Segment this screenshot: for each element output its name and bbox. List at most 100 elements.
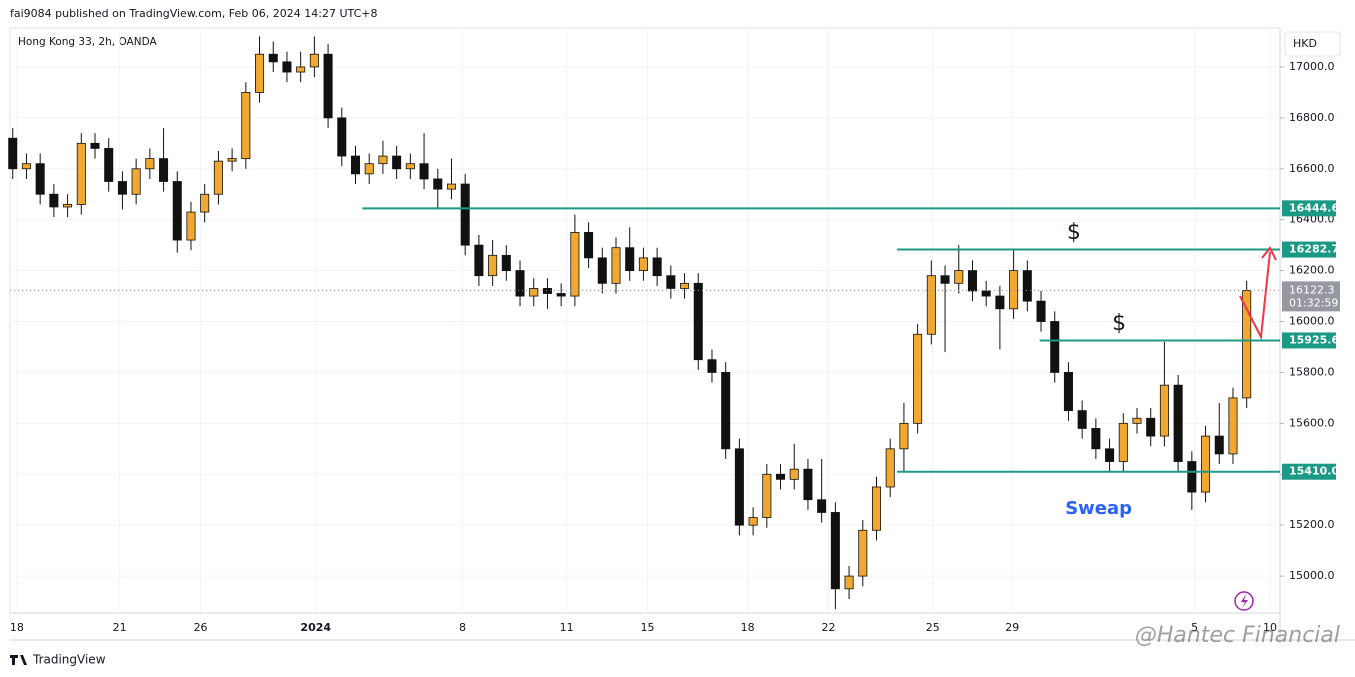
x-tick-label: 18 (741, 621, 755, 634)
candle-body (967, 270, 977, 292)
y-tick-label: 16000.0 (1289, 315, 1335, 328)
candle-body (913, 333, 923, 424)
candle-body (186, 211, 196, 241)
candle-body (721, 372, 731, 450)
watermark: @Hantec Financial (1135, 623, 1340, 648)
candle-body (871, 486, 882, 531)
countdown: 01:32:59 (1289, 296, 1338, 309)
candle-body (433, 178, 443, 190)
last-price-box (1282, 281, 1340, 312)
annotation: $ (1112, 311, 1126, 336)
candle-body (652, 257, 662, 277)
y-tick-label: 16600.0 (1289, 162, 1335, 175)
candle-body (1063, 372, 1073, 412)
x-tick-label: 26 (194, 621, 208, 634)
candle-body (282, 61, 292, 73)
candle-body (323, 53, 333, 119)
candle-body (693, 282, 703, 361)
candle-body (159, 158, 169, 182)
candle-body (803, 468, 813, 501)
candle-body (241, 92, 251, 159)
x-tick-label: 2024 (300, 621, 331, 634)
footer: TradingView (32, 653, 106, 667)
flash-glyph (1241, 594, 1248, 608)
x-tick-label: 29 (1005, 621, 1019, 634)
candle-body (21, 163, 31, 170)
candle-body (597, 257, 607, 284)
candle-body (213, 160, 223, 195)
candle-body (1009, 270, 1019, 310)
candle-body (1036, 300, 1046, 322)
candle-body (145, 158, 155, 170)
y-tick-label: 15200.0 (1289, 518, 1335, 531)
arrow-head (1261, 246, 1277, 261)
candle-body (1159, 384, 1169, 437)
y-tick-label: 16200.0 (1289, 264, 1335, 277)
candle-body (584, 232, 594, 259)
candle-body (570, 232, 580, 297)
flash-icon[interactable] (1234, 591, 1254, 611)
last-price-label: 16122.3 (1289, 283, 1335, 296)
candle-body (762, 473, 772, 518)
candle-body (1228, 397, 1238, 455)
level-label: 15925.6 (1289, 333, 1339, 346)
arrow-path (1239, 251, 1271, 341)
currency-box[interactable] (1284, 31, 1341, 57)
currency[interactable]: HKD (1293, 37, 1317, 50)
candle-body (830, 512, 840, 590)
candle-body (1050, 321, 1060, 373)
candle-body (926, 275, 936, 335)
candle-body (1105, 448, 1115, 462)
x-tick-label: 10 (1263, 621, 1277, 634)
x-tick-label: 15 (641, 621, 655, 634)
level-label-box (1282, 200, 1336, 217)
candle-body (76, 142, 86, 205)
candle-body (776, 473, 786, 480)
candle-body (789, 468, 799, 480)
candle-body (515, 270, 525, 297)
annotation: Sweap (1065, 498, 1132, 519)
candle-body (131, 168, 141, 195)
header: fai9084 published on TradingView.com, Fe… (10, 7, 377, 20)
candle-body (611, 247, 621, 284)
candle-body (268, 53, 278, 63)
candle-body (1022, 270, 1032, 302)
x-tick-label: 11 (560, 621, 574, 634)
candle-body (296, 66, 306, 73)
candle-body (885, 448, 895, 488)
candle-body (90, 142, 100, 149)
candle-body (625, 247, 635, 272)
candle-body (954, 270, 964, 284)
candle-body (734, 448, 744, 526)
candle-body (255, 53, 265, 93)
x-tick-label: 8 (459, 621, 466, 634)
level-label: 15410.0 (1289, 465, 1339, 478)
x-tick-label: 22 (822, 621, 836, 634)
candle-body (940, 275, 950, 284)
y-tick-label: 17000.0 (1289, 60, 1335, 73)
x-tick-label: 21 (113, 621, 127, 634)
candle-body (556, 293, 566, 297)
annotation: $ (1067, 220, 1081, 245)
candle-body (419, 163, 429, 180)
x-tick-label: 25 (926, 621, 940, 634)
candle-body (49, 193, 59, 208)
candle-body (1187, 461, 1197, 493)
candle-body (364, 163, 374, 175)
chart-title: Hong Kong 33, 2h, OANDA (18, 36, 157, 48)
y-tick-label: 15000.0 (1289, 569, 1335, 582)
candle-body (63, 204, 73, 208)
candle-body (858, 529, 868, 577)
candle-body (844, 575, 854, 590)
candle-body (899, 422, 909, 450)
candle-body (1214, 435, 1224, 455)
candle-body (460, 183, 470, 246)
level-label: 16282.7 (1289, 243, 1339, 256)
marks: 16122.301:32:59 16444.6 16282.7 15925.6 1541… (8, 36, 1340, 610)
candle-body (666, 275, 676, 289)
candle-body (446, 183, 456, 190)
candle-body (337, 117, 347, 157)
candle-body (529, 288, 539, 297)
x-tick-label: 5 (1191, 621, 1198, 634)
